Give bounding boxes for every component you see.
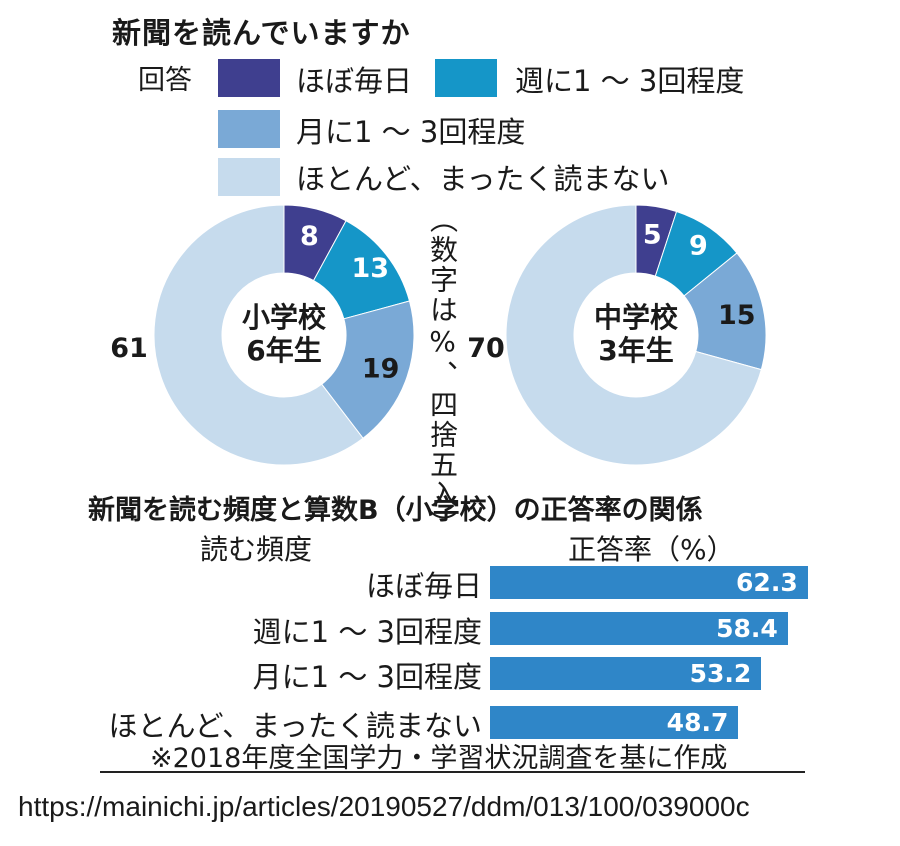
legend-heading: 回答 bbox=[138, 65, 192, 96]
bar-axis-label-rate: 正答率（%） bbox=[568, 533, 735, 566]
legend-swatch-3 bbox=[218, 158, 280, 196]
bar-axis-label-frequency: 読む頻度 bbox=[200, 533, 313, 566]
bar-value-label-0: 62.3 bbox=[736, 568, 798, 597]
donut-0-slice-2 bbox=[320, 300, 415, 439]
donut-1-slice-3 bbox=[505, 204, 762, 466]
legend-swatch-2 bbox=[218, 110, 280, 148]
donut-0-center-label-1: 6年生 bbox=[246, 334, 321, 367]
donut-0-value-label-1: 13 bbox=[352, 253, 390, 284]
legend-label-0: ほぼ毎日 bbox=[296, 64, 413, 98]
bar-3 bbox=[490, 706, 739, 739]
legend-swatch-1 bbox=[435, 59, 497, 97]
legend-label-3: ほとんど、まったく読まない bbox=[296, 162, 670, 196]
legend-label-1: 週に1 ～ 3回程度 bbox=[515, 64, 745, 98]
donut-1-value-label-1: 9 bbox=[689, 230, 708, 261]
donut-0-center-label-0: 小学校 bbox=[242, 301, 327, 334]
donut-1-center-label-0: 中学校 bbox=[594, 301, 679, 334]
bar-category-label-2: 月に1 ～ 3回程度 bbox=[252, 660, 482, 694]
legend-label-2: 月に1 ～ 3回程度 bbox=[296, 115, 526, 149]
donut-1-value-label-0: 5 bbox=[643, 219, 662, 250]
donut-0-value-label-3: 61 bbox=[110, 333, 148, 364]
donut-1-value-label-2: 15 bbox=[718, 300, 756, 331]
bar-2 bbox=[490, 657, 762, 690]
bar-chart-title: 新聞を読む頻度と算数B（小学校）の正答率の関係 bbox=[88, 495, 703, 526]
percent-rounding-note: （数字は%、四捨五入） bbox=[426, 205, 459, 540]
donut-0-slice-3 bbox=[153, 204, 364, 466]
footnote: ※2018年度全国学力・学習状況調査を基に作成 bbox=[150, 743, 728, 774]
bar-category-label-1: 週に1 ～ 3回程度 bbox=[252, 615, 482, 649]
donut-1-center-label-1: 3年生 bbox=[598, 334, 673, 367]
bar-value-label-2: 53.2 bbox=[689, 659, 752, 688]
donut-1-value-label-3: 70 bbox=[467, 333, 505, 364]
bar-0 bbox=[490, 566, 808, 599]
donut-1-slice-2 bbox=[683, 252, 767, 371]
chart-title: 新聞を読んでいますか bbox=[112, 16, 411, 50]
bar-category-label-0: ほぼ毎日 bbox=[365, 569, 482, 603]
source-url: https://mainichi.jp/articles/20190527/dd… bbox=[18, 791, 750, 822]
bar-value-label-1: 58.4 bbox=[716, 614, 778, 643]
divider-rule bbox=[100, 771, 805, 773]
bar-category-label-3: ほとんど、まったく読まない bbox=[108, 709, 482, 743]
bar-value-label-3: 48.7 bbox=[666, 708, 729, 737]
legend-swatch-0 bbox=[218, 59, 280, 97]
donut-0-value-label-0: 8 bbox=[300, 221, 319, 252]
donut-0-value-label-2: 19 bbox=[362, 354, 400, 385]
bar-1 bbox=[490, 612, 788, 645]
